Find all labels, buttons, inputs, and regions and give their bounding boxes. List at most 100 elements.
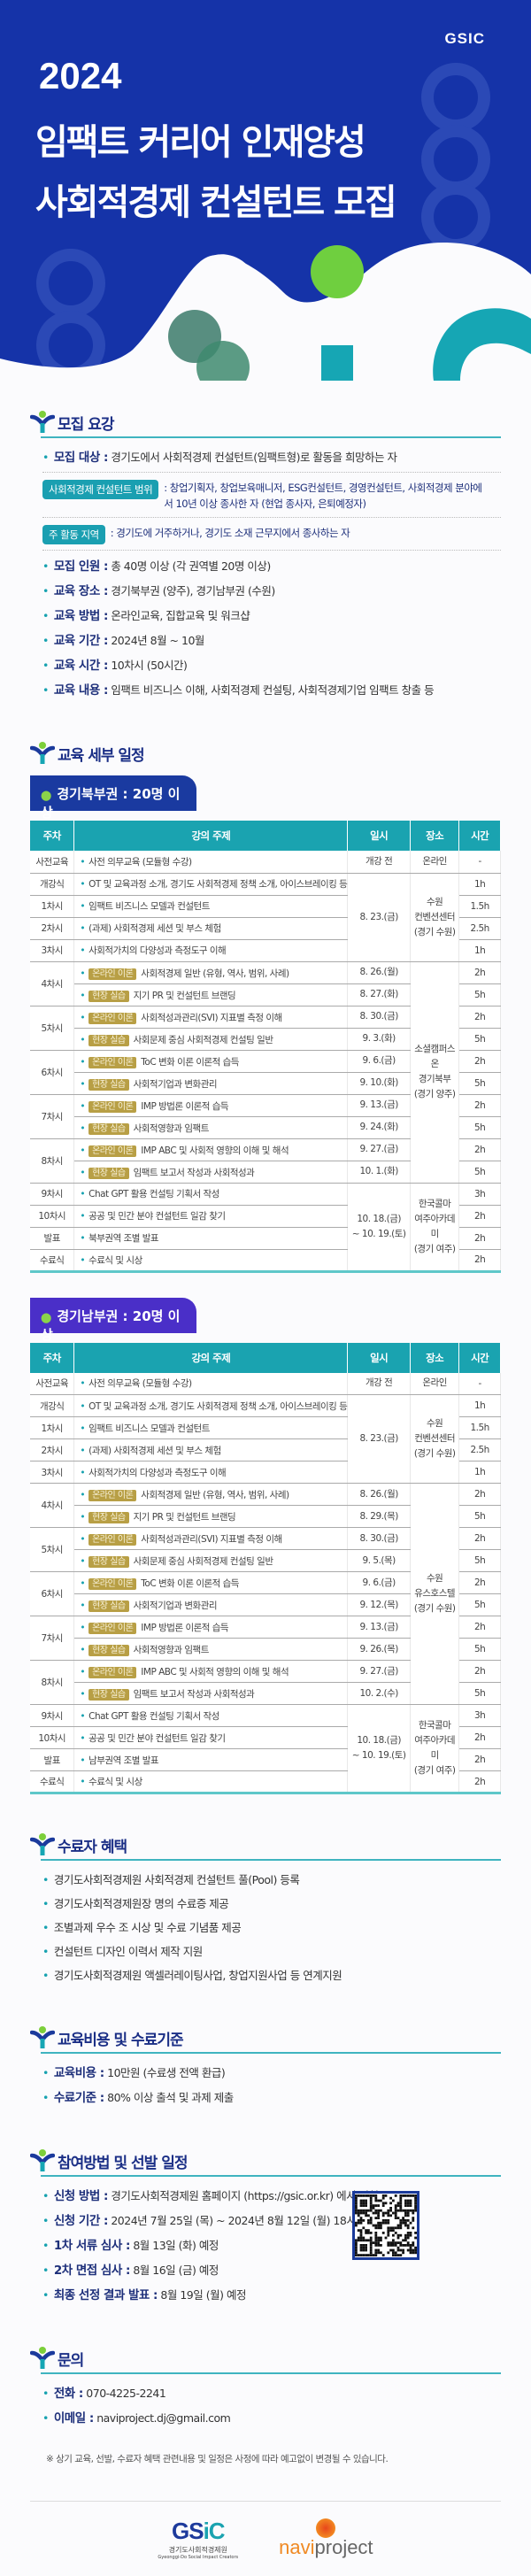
table-row: • 현장 실습 사회적기업과 변화관리 9. 10.(화) 5h <box>30 1072 501 1095</box>
topic-text: 사회문제 중심 사회적경제 컨설팅 일반 <box>133 1556 273 1567</box>
table-row: • 현장 실습 임팩트 보고서 작성과 사회적성과 10. 1.(화) 5h <box>30 1161 501 1184</box>
session-type-tag: 온라인 이론 <box>88 1056 137 1068</box>
apply-section: 참여방법 및 선발 일정 • 신청 방법 : 경기도사회적경제원 홈페이지 (ht… <box>0 2146 531 2308</box>
hero-title-line2: 사회적경제 컨설턴트 모집 <box>35 182 397 223</box>
cost-section: 교육비용 및 수료기준 • 교육비용 : 10만원 (수료생 전액 환급) • 수료기… <box>0 2023 531 2110</box>
bullet-icon: • <box>80 1445 86 1456</box>
topic-cell: • 사회적가치의 다양성과 측정도구 이해 <box>73 1461 349 1484</box>
bullet-icon: • <box>80 1034 86 1045</box>
apply-item-label: 신청 방법 : <box>53 2189 108 2203</box>
bullet-icon: • <box>80 901 86 912</box>
topic-text: 사회적기업과 변화관리 <box>133 1600 218 1611</box>
contact-item-label: 전화 : <box>53 2387 83 2401</box>
qr-code[interactable] <box>352 2191 419 2260</box>
topic-cell: • 수료식 및 시상 <box>73 1249 349 1272</box>
date-cell: 9. 26.(목) <box>347 1638 411 1661</box>
date-cell: 10. 1.(화) <box>347 1161 411 1184</box>
bullet-icon: • <box>80 990 86 1001</box>
topic-cell: • 북부권역 조별 발표 <box>73 1227 349 1250</box>
hours-cell: 5h <box>458 1116 501 1139</box>
contact-item-label: 이메일 : <box>53 2411 94 2426</box>
topic-cell: • 현장 실습 사회적영향과 임팩트 <box>73 1116 349 1139</box>
table-row: 10차시 • 공공 및 민간 분야 컨설턴트 일감 찾기 2h <box>30 1726 501 1749</box>
date-cell: 8. 23.(금) <box>347 1394 411 1484</box>
bullet-icon: • <box>42 2214 49 2227</box>
table-row: 발표 • 남부권역 조별 발표 2h <box>30 1748 501 1771</box>
topic-text: IMP ABC 및 사회적 영향의 이해 및 해석 <box>141 1145 289 1156</box>
topic-cell: • 온라인 이론 사회적성과관리(SVI) 지표별 측정 이해 <box>73 1006 349 1029</box>
topic-cell: • 임팩트 비즈니스 모델과 컨설턴트 <box>73 1416 349 1439</box>
table-row: 2차시 • (과제) 사회적경제 세션 및 부스 체험 2.5h <box>30 917 501 940</box>
place-cell: 한국콜마 여주아카데미 (경기 여주) <box>410 1183 460 1272</box>
week-cell: 개강식 <box>30 873 75 896</box>
region-tab: ⬤ 경기남부권 : 20명 이상 <box>30 1297 196 1343</box>
hours-cell: 2h <box>458 1483 501 1506</box>
bullet-icon: • <box>42 2264 49 2277</box>
week-cell: 2차시 <box>30 917 75 940</box>
topic-text: 사회적가치의 다양성과 측정도구 이해 <box>88 945 227 956</box>
divider <box>41 436 501 438</box>
bullet-icon: • <box>80 1534 86 1545</box>
section-heading: 문의 <box>58 2352 84 2370</box>
bullet-icon: • <box>80 1400 86 1412</box>
week-cell: 수료식 <box>30 1249 75 1272</box>
topic-cell: • 사전 의무교육 (모듈형 수강) <box>73 851 349 874</box>
table-row: 수료식 • 수료식 및 시상 2h <box>30 1770 501 1793</box>
topic-text: 지기 PR 및 컨설턴트 브랜딩 <box>133 1512 236 1523</box>
contact-item-value: 070-4225-2241 <box>82 2387 166 2400</box>
table-row: 8차시 • 온라인 이론 IMP ABC 및 사회적 영향의 이해 및 해석 9. 27… <box>30 1660 501 1705</box>
week-cell: 수료식 <box>30 1770 75 1793</box>
week-cell: 발표 <box>30 1227 75 1250</box>
topic-cell: • 현장 실습 임팩트 보고서 작성과 사회적성과 <box>73 1161 349 1184</box>
table-row: 수료식 • 수료식 및 시상 2h <box>30 1249 501 1272</box>
topic-text: 사회적영향과 임팩트 <box>133 1122 210 1134</box>
week-cell: 8차시 <box>30 1660 75 1705</box>
hours-cell: 1h <box>458 1394 501 1417</box>
section-heading: 모집 요강 <box>58 416 114 434</box>
session-type-tag: 현장 실습 <box>88 1167 129 1179</box>
hours-cell: - <box>458 1372 501 1395</box>
benefits-section: 수료자 혜택 • 경기도사회적경제원 사회적경제 컨설턴트 풀(Pool) 등록 •… <box>0 1830 531 1987</box>
week-cell: 사전교육 <box>30 1372 75 1395</box>
topic-cell: • 현장 실습 사회적기업과 변화관리 <box>73 1593 349 1616</box>
recruit-item: • 교육 시간 : 10차시 (50시간) <box>42 653 501 678</box>
topic-cell: • Chat GPT 활용 컨설팅 기획서 작성 <box>73 1183 349 1206</box>
date-cell: 9. 27.(금) <box>347 1660 411 1683</box>
topic-cell: • 현장 실습 사회적영향과 임팩트 <box>73 1638 349 1661</box>
table-row: 개강식 • OT 및 교육과정 소개, 경기도 사회적경제 정책 소개, 아이스브레… <box>30 1394 501 1484</box>
recruit-item-label: 모집 인원 : <box>53 559 108 574</box>
schedule-table: 주차 강의 주제 일시 장소 시간 사전교육 • 사전 의무교육 (모듈형 수강) 개강 전 온라… <box>30 1342 501 1794</box>
hours-cell: 1h <box>458 873 501 896</box>
topic-cell: • 온라인 이론 IMP ABC 및 사회적 영향의 이해 및 해석 <box>73 1660 349 1683</box>
bullet-icon: • <box>80 1623 86 1633</box>
bullet-icon: • <box>80 1556 86 1567</box>
bullet-icon: • <box>42 659 49 672</box>
bullet-icon: • <box>80 1667 86 1677</box>
column-header: 장소 <box>410 821 460 851</box>
date-cell: 8. 26.(월) <box>347 1483 411 1506</box>
topic-cell: • 온라인 이론 ToC 변화 이론 이론적 습득 <box>73 1050 349 1073</box>
hours-cell: 2h <box>458 1770 501 1793</box>
schedule-table: 주차 강의 주제 일시 장소 시간 사전교육 • 사전 의무교육 (모듈형 수강) 개강 전 온라… <box>30 821 501 1273</box>
column-header: 시간 <box>458 1342 501 1373</box>
session-type-tag: 온라인 이론 <box>88 1012 137 1024</box>
session-type-tag: 온라인 이론 <box>88 1578 137 1590</box>
topic-cell: • OT 및 교육과정 소개, 경기도 사회적경제 정책 소개, 아이스브레이킹 … <box>73 873 349 896</box>
hours-cell: 2.5h <box>458 1438 501 1462</box>
week-cell: 9차시 <box>30 1704 75 1727</box>
bullet-icon: • <box>42 1969 49 1982</box>
bullet-icon: • <box>42 2411 49 2425</box>
recruit-item-label: 교육 방법 : <box>53 609 108 623</box>
apply-item: • 신청 방법 : 경기도사회적경제원 홈페이지 (https://gsic.or… <box>42 2184 501 2209</box>
table-row: • 현장 실습 임팩트 보고서 작성과 사회적성과 10. 2.(수) 5h <box>30 1682 501 1705</box>
benefit-item-text: 경기도사회적경제원 사회적경제 컨설턴트 풀(Pool) 등록 <box>53 1873 300 1886</box>
column-header: 주차 <box>30 1342 75 1373</box>
week-cell: 4차시 <box>30 961 75 1006</box>
place-cell: 수원 컨벤션센터 (경기 수원) <box>410 1394 460 1484</box>
recruit-target: • 모집 대상 : 경기도에서 사회적경제 컨설턴트(임팩트형)로 활동을 희망하… <box>42 451 397 465</box>
hours-cell: 2h <box>458 1571 501 1594</box>
benefit-item: • 경기도사회적경제원 사회적경제 컨설턴트 풀(Pool) 등록 <box>42 1868 501 1892</box>
table-row: 10차시 • 공공 및 민간 분야 컨설턴트 일감 찾기 2h <box>30 1205 501 1228</box>
table-row: 9차시 • Chat GPT 활용 컨설팅 기획서 작성 10. 18.(금) ~ 1… <box>30 1704 501 1793</box>
recruit-item-label: 교육 장소 : <box>53 584 108 598</box>
